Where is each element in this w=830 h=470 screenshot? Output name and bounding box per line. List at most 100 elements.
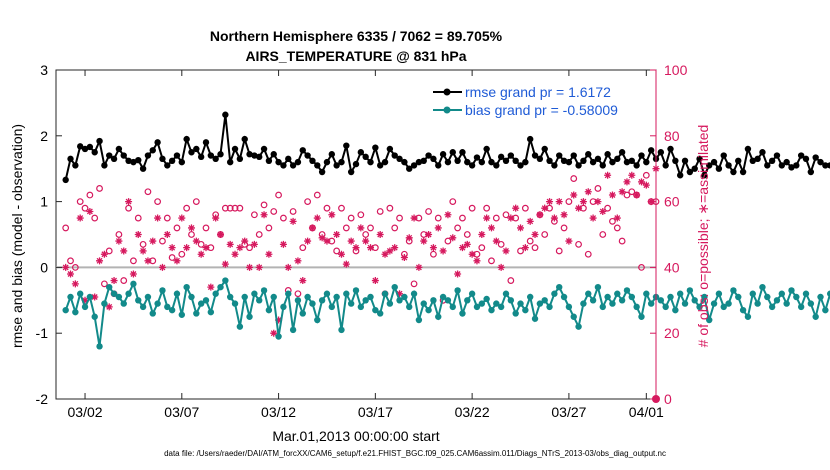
bias-point — [609, 300, 616, 307]
rmse-point — [522, 158, 529, 166]
bias-point — [309, 300, 316, 307]
obs-possible-point — [638, 264, 645, 271]
obs-assimilated-point — [541, 204, 549, 212]
obs-possible-point — [183, 204, 191, 212]
obs-possible-point — [221, 204, 229, 212]
rmse-point — [76, 143, 84, 150]
bias-point — [739, 306, 747, 314]
obs-assimilated-point — [642, 181, 650, 189]
rmse-point — [817, 158, 824, 166]
rmse-point — [420, 157, 427, 165]
obs-assimilated-point — [613, 214, 621, 222]
rmse-point — [768, 157, 776, 165]
bias-point — [299, 310, 306, 317]
bias-point — [241, 293, 248, 301]
obs-assimilated-point — [270, 329, 278, 337]
rmse-point — [212, 155, 219, 163]
obs-assimilated-point — [289, 217, 297, 225]
bias-point — [730, 287, 737, 294]
rmse-point — [425, 152, 432, 159]
obs-assimilated-point — [381, 250, 389, 258]
bias-point — [570, 313, 577, 320]
rmse-point — [265, 157, 273, 165]
rmse-point — [618, 149, 626, 156]
bias-point — [643, 290, 650, 297]
y-tick-label: -2 — [36, 391, 49, 407]
bias-point — [81, 303, 89, 311]
obs-assimilated-point — [333, 231, 341, 238]
rmse-point — [386, 145, 394, 153]
bias-point — [115, 293, 123, 301]
rmse-point — [410, 162, 418, 169]
obs-possible-point — [521, 204, 529, 212]
bias-point — [497, 303, 505, 311]
bias-point — [735, 293, 742, 301]
obs-possible-point — [517, 247, 524, 255]
bias-point — [676, 290, 684, 297]
obs-assimilated-point — [81, 296, 89, 304]
rmse-point — [338, 158, 345, 166]
rmse-point — [251, 152, 258, 159]
x-axis-label: Mar.01,2013 00:00:00 start — [272, 428, 439, 444]
bias-point — [207, 308, 215, 316]
obs-possible-point — [202, 224, 210, 232]
rmse-point — [294, 158, 302, 166]
obs-assimilated-point — [507, 214, 515, 222]
bias-point — [628, 293, 636, 301]
rmse-point — [357, 149, 365, 156]
obs-possible-point — [391, 224, 399, 232]
obs-assimilated-point — [187, 224, 195, 232]
rmse-point — [323, 158, 331, 166]
obs-assimilated-point — [149, 237, 157, 245]
obs-possible-point — [594, 185, 602, 192]
bias-point — [343, 290, 350, 297]
bias-point — [536, 300, 544, 307]
obs-assimilated-point — [512, 204, 520, 212]
bias-point — [67, 293, 74, 301]
x-tick-label: 03/02 — [68, 404, 103, 420]
obs-possible-point — [144, 188, 152, 196]
bias-point — [541, 297, 548, 304]
bias-point — [647, 300, 655, 307]
rmse-point — [793, 162, 800, 169]
chart-title: Northern Hemisphere 6335 / 7062 = 89.705… — [210, 28, 503, 44]
obs-possible-point — [250, 211, 258, 219]
obs-assimilated-point — [367, 244, 375, 252]
obs-possible-point — [67, 257, 74, 265]
bias-point — [749, 290, 756, 297]
bias-point — [764, 293, 771, 301]
bias-point — [473, 303, 481, 311]
rmse-point — [110, 155, 118, 163]
obs-possible-point — [410, 280, 418, 288]
bias-point — [773, 297, 781, 304]
obs-assimilated-point — [463, 240, 471, 248]
obs-assimilated-point — [212, 214, 220, 222]
obs-possible-point — [497, 240, 505, 248]
bias-point — [459, 310, 466, 317]
obs-possible-point — [338, 204, 345, 212]
rmse-point — [328, 151, 336, 158]
bias-point — [289, 326, 297, 334]
obs-assimilated-point — [76, 214, 84, 222]
obs-possible-point — [531, 244, 539, 252]
x-tick-label: 03/12 — [261, 404, 296, 420]
obs-assimilated-point — [110, 277, 118, 285]
rmse-point — [730, 168, 737, 176]
obs-assimilated-point — [129, 270, 137, 278]
obs-assimilated-point — [391, 244, 399, 252]
rmse-point — [812, 154, 819, 161]
rmse-point — [826, 162, 830, 169]
rmse-point — [372, 144, 379, 151]
bias-point — [725, 300, 732, 307]
rmse-point — [347, 168, 355, 176]
bias-point — [333, 293, 340, 301]
rmse-point — [299, 147, 306, 154]
obs-assimilated-point — [347, 237, 355, 245]
obs-possible-point — [333, 247, 341, 255]
bias-point — [565, 303, 573, 311]
obs-assimilated-point — [105, 303, 113, 311]
rmse-point — [406, 165, 413, 172]
rmse-point — [507, 152, 515, 159]
obs-assimilated-point — [139, 247, 147, 255]
obs-assimilated-point — [255, 263, 263, 271]
